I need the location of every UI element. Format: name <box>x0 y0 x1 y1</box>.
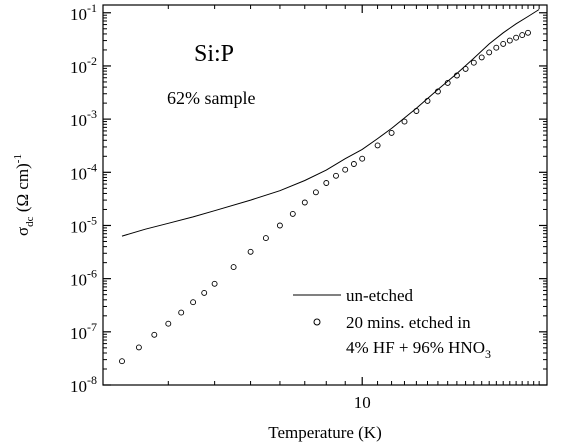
data-point-etched <box>513 34 520 41</box>
data-point-etched <box>388 129 395 136</box>
data-point-etched <box>342 166 349 173</box>
data-point-etched <box>444 79 451 86</box>
data-point-etched <box>289 210 296 217</box>
series-line-un-etched <box>121 9 540 237</box>
data-point-etched <box>424 97 431 104</box>
data-point-etched <box>151 331 158 338</box>
data-point-etched <box>323 180 330 186</box>
plot-frame <box>102 4 548 386</box>
data-point-etched <box>190 299 197 306</box>
data-point-etched <box>119 358 125 365</box>
data-point-etched <box>374 142 381 149</box>
data-point-etched <box>178 309 185 316</box>
data-point-etched <box>486 49 493 56</box>
y-tick-label: 10-6 <box>70 267 97 290</box>
legend-label-etched-line2: 4% HF + 96% HNO3 <box>346 338 491 361</box>
data-point-etched <box>413 108 420 114</box>
x-tick-label: 10 <box>354 393 371 412</box>
data-point-etched <box>247 248 254 255</box>
legend: un-etched 20 mins. etched in 4% HF + 96%… <box>293 286 491 361</box>
y-tick-label: 10-1 <box>70 1 97 24</box>
sample-annotation: 62% sample <box>167 88 255 108</box>
data-point-etched <box>262 235 269 242</box>
data-point-etched <box>276 222 283 229</box>
data-point-etched <box>312 189 319 196</box>
legend-marker-etched <box>313 318 321 326</box>
data-point-etched <box>350 161 357 167</box>
data-point-etched <box>478 54 485 61</box>
data-point-etched <box>525 29 531 36</box>
legend-label-etched-line1: 20 mins. etched in <box>346 313 471 332</box>
y-tick-label: 10-5 <box>70 213 97 236</box>
data-point-etched <box>401 118 408 125</box>
data-point-etched <box>165 320 172 327</box>
material-annotation: Si:P <box>194 41 234 67</box>
y-tick-label: 10-3 <box>70 107 97 130</box>
data-point-etched <box>470 59 477 66</box>
data-point-etched <box>301 199 308 206</box>
data-point-etched <box>434 88 441 95</box>
data-point-etched <box>201 289 208 296</box>
data-point-etched <box>230 264 237 271</box>
data-point-etched <box>453 72 460 79</box>
data-point-etched <box>359 155 366 162</box>
data-point-etched <box>135 344 142 351</box>
data-point-etched <box>493 44 500 51</box>
data-point-etched <box>211 280 218 287</box>
data-point-etched <box>506 37 513 44</box>
x-axis-title: Temperature (K) <box>268 423 382 442</box>
y-tick-label: 10-2 <box>70 54 97 77</box>
y-tick-label: 10-4 <box>70 160 97 183</box>
y-tick-label: 10-8 <box>70 373 97 396</box>
data-point-etched <box>462 65 469 72</box>
y-tick-label: 10-7 <box>70 320 97 343</box>
data-point-etched <box>519 32 526 39</box>
data-point-etched <box>333 172 339 179</box>
legend-label-un-etched: un-etched <box>346 286 414 305</box>
y-axis-title: σdc (Ω cm)-1 <box>12 154 36 236</box>
data-point-etched <box>500 40 507 47</box>
